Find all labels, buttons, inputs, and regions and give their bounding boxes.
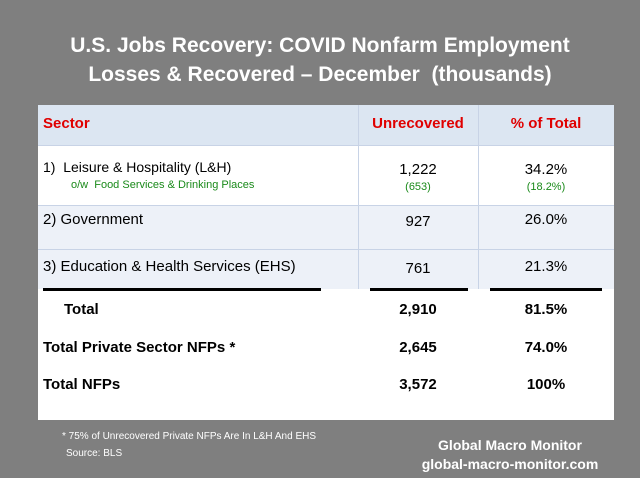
total-cell: 3,572 <box>399 376 437 393</box>
header-cell: % of Total <box>510 115 582 132</box>
header-cell: Sector <box>43 115 90 132</box>
cell: 1) Leisure & Hospitality (L&H) <box>43 159 232 175</box>
cell: 21.3% <box>524 258 568 275</box>
total-cell: 2,910 <box>399 301 437 318</box>
footnote: * 75% of Unrecovered Private NFPs Are In… <box>62 431 317 442</box>
sub-cell: o/w Food Services & Drinking Places <box>71 179 255 191</box>
brand-url: global-macro-monitor.com <box>421 456 599 472</box>
rule <box>490 288 602 291</box>
cell: 761 <box>405 260 431 277</box>
row-band <box>38 205 614 249</box>
col-line <box>478 105 479 289</box>
total-cell: Total Private Sector NFPs * <box>43 339 236 356</box>
table: Sector Unrecovered % of Total 1) Leisure… <box>38 105 614 420</box>
title: Losses & Recovered – December (thousands… <box>88 63 552 86</box>
total-cell: Total NFPs <box>43 376 121 393</box>
total-cell: 100% <box>526 376 566 393</box>
rule <box>43 288 321 291</box>
row-band <box>38 249 614 289</box>
cell: 1,222 <box>399 161 437 178</box>
row-line <box>38 205 614 206</box>
sub-cell: (653) <box>405 181 431 193</box>
total-cell: Total <box>64 301 99 318</box>
brand: Global Macro Monitor <box>438 437 582 453</box>
cell: 3) Education & Health Services (EHS) <box>43 258 296 275</box>
total-cell: 74.0% <box>524 339 568 356</box>
total-cell: 81.5% <box>524 301 568 318</box>
title: U.S. Jobs Recovery: COVID Nonfarm Employ… <box>70 34 570 57</box>
cell: 927 <box>405 213 431 230</box>
source: Source: BLS <box>66 448 123 459</box>
rule <box>370 288 468 291</box>
header-band <box>38 105 614 145</box>
cell: 34.2% <box>524 161 568 178</box>
row-line <box>38 249 614 250</box>
cell: 2) Government <box>43 211 144 228</box>
col-line <box>358 105 359 289</box>
total-cell: 2,645 <box>399 339 437 356</box>
header-cell: Unrecovered <box>372 115 464 132</box>
row-line <box>38 145 614 146</box>
cell: 26.0% <box>524 211 568 228</box>
sub-cell: (18.2%) <box>526 181 566 193</box>
